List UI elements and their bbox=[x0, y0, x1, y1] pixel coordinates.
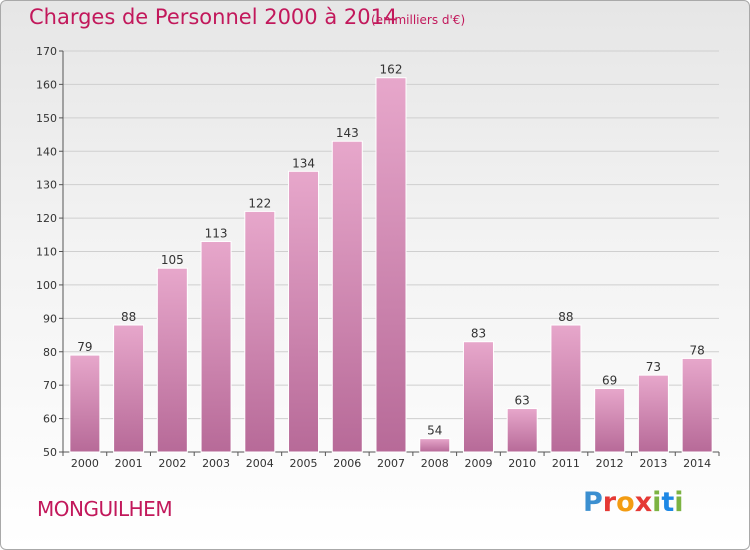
x-tick-label: 2004 bbox=[246, 457, 274, 470]
bar-2006 bbox=[331, 140, 363, 453]
value-label: 134 bbox=[292, 156, 315, 170]
labels: 50 60 70 80 90 100 110 120 130 140 150 160 170 79 2000… bbox=[36, 45, 711, 470]
x-tick-label: 2012 bbox=[596, 457, 624, 470]
y-tick-label: 160 bbox=[36, 78, 57, 91]
y-tick-label: 50 bbox=[43, 446, 57, 459]
value-label: 78 bbox=[689, 343, 704, 357]
bar-2012 bbox=[594, 388, 626, 453]
bar-2010 bbox=[506, 408, 538, 453]
y-tick-label: 80 bbox=[43, 346, 57, 359]
x-tick-label: 2001 bbox=[115, 457, 143, 470]
bar-2009 bbox=[462, 341, 494, 453]
x-tick-label: 2005 bbox=[290, 457, 318, 470]
y-tick-label: 130 bbox=[36, 179, 57, 192]
y-tick-label: 110 bbox=[36, 246, 57, 259]
x-tick-label: 2006 bbox=[333, 457, 361, 470]
value-label: 105 bbox=[161, 253, 184, 267]
y-tick-label: 150 bbox=[36, 112, 57, 125]
value-label: 73 bbox=[646, 360, 661, 374]
y-tick-label: 120 bbox=[36, 212, 57, 225]
value-label: 79 bbox=[77, 340, 92, 354]
x-tick-label: 2011 bbox=[552, 457, 580, 470]
value-label: 122 bbox=[248, 196, 271, 210]
value-label: 113 bbox=[205, 226, 228, 240]
bar-2005 bbox=[288, 170, 320, 453]
y-tick-label: 90 bbox=[43, 312, 57, 325]
chart-title: Charges de Personnel 2000 à 2014 bbox=[29, 5, 398, 29]
x-tick-label: 2000 bbox=[71, 457, 99, 470]
bar-2013 bbox=[637, 374, 669, 453]
bar-2014 bbox=[681, 357, 713, 453]
proxiti-logo[interactable]: Proxiti bbox=[583, 487, 684, 518]
x-tick-label: 2010 bbox=[508, 457, 536, 470]
value-label: 63 bbox=[515, 394, 530, 408]
y-tick-label: 170 bbox=[36, 45, 57, 58]
y-tick-label: 100 bbox=[36, 279, 57, 292]
bar-2004 bbox=[244, 210, 276, 453]
value-label: 162 bbox=[380, 63, 403, 77]
value-label: 54 bbox=[427, 424, 442, 438]
value-label: 88 bbox=[121, 310, 136, 324]
y-tick-label: 70 bbox=[43, 379, 57, 392]
x-tick-label: 2009 bbox=[464, 457, 492, 470]
bar-2008 bbox=[419, 438, 451, 453]
bar-2000 bbox=[69, 354, 101, 453]
commune-name: MONGUILHEM bbox=[37, 497, 173, 521]
bar-2011 bbox=[550, 324, 582, 453]
bar-2003 bbox=[200, 240, 232, 453]
chart-subtitle: (en milliers d'€) bbox=[371, 13, 466, 27]
x-tick-label: 2013 bbox=[639, 457, 667, 470]
value-label: 83 bbox=[471, 327, 486, 341]
bar-2002 bbox=[156, 267, 188, 453]
x-tick-label: 2008 bbox=[421, 457, 449, 470]
bar-2001 bbox=[113, 324, 145, 453]
y-tick-label: 60 bbox=[43, 413, 57, 426]
x-tick-label: 2003 bbox=[202, 457, 230, 470]
value-label: 143 bbox=[336, 126, 359, 140]
value-label: 69 bbox=[602, 374, 617, 388]
x-tick-label: 2007 bbox=[377, 457, 405, 470]
bar-2007 bbox=[375, 77, 407, 453]
x-tick-label: 2014 bbox=[683, 457, 711, 470]
x-tick-label: 2002 bbox=[158, 457, 186, 470]
bars bbox=[69, 77, 713, 453]
y-tick-label: 140 bbox=[36, 145, 57, 158]
value-label: 88 bbox=[558, 310, 573, 324]
